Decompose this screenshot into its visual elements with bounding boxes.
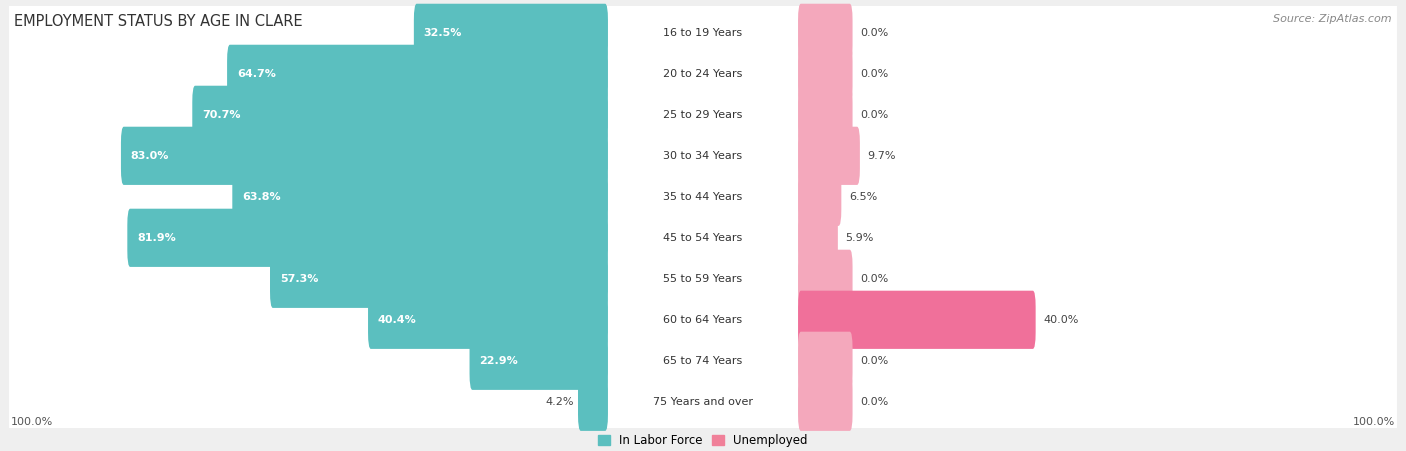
Text: 60 to 64 Years: 60 to 64 Years: [664, 315, 742, 325]
Text: 22.9%: 22.9%: [479, 356, 517, 366]
Text: 0.0%: 0.0%: [860, 69, 889, 79]
FancyBboxPatch shape: [8, 281, 1398, 359]
Text: 45 to 54 Years: 45 to 54 Years: [664, 233, 742, 243]
Text: 16 to 19 Years: 16 to 19 Years: [664, 28, 742, 38]
FancyBboxPatch shape: [470, 331, 607, 390]
Text: 100.0%: 100.0%: [11, 417, 53, 427]
Text: 83.0%: 83.0%: [131, 151, 169, 161]
FancyBboxPatch shape: [8, 199, 1398, 277]
FancyBboxPatch shape: [799, 45, 852, 103]
Text: 40.4%: 40.4%: [378, 315, 416, 325]
Text: 40.0%: 40.0%: [1043, 315, 1078, 325]
FancyBboxPatch shape: [799, 331, 852, 390]
Text: 4.2%: 4.2%: [546, 397, 574, 407]
Text: 55 to 59 Years: 55 to 59 Years: [664, 274, 742, 284]
Text: 65 to 74 Years: 65 to 74 Years: [664, 356, 742, 366]
Text: 0.0%: 0.0%: [860, 356, 889, 366]
FancyBboxPatch shape: [8, 0, 1398, 72]
Text: 64.7%: 64.7%: [236, 69, 276, 79]
Text: Source: ZipAtlas.com: Source: ZipAtlas.com: [1274, 14, 1392, 23]
Text: 20 to 24 Years: 20 to 24 Years: [664, 69, 742, 79]
FancyBboxPatch shape: [368, 291, 607, 349]
Text: 35 to 44 Years: 35 to 44 Years: [664, 192, 742, 202]
FancyBboxPatch shape: [799, 86, 852, 144]
FancyBboxPatch shape: [8, 363, 1398, 441]
FancyBboxPatch shape: [8, 117, 1398, 195]
FancyBboxPatch shape: [193, 86, 607, 144]
Text: 0.0%: 0.0%: [860, 397, 889, 407]
Legend: In Labor Force, Unemployed: In Labor Force, Unemployed: [593, 430, 813, 451]
FancyBboxPatch shape: [8, 240, 1398, 318]
Text: 0.0%: 0.0%: [860, 110, 889, 120]
Text: 25 to 29 Years: 25 to 29 Years: [664, 110, 742, 120]
FancyBboxPatch shape: [799, 127, 860, 185]
Text: 63.8%: 63.8%: [242, 192, 281, 202]
FancyBboxPatch shape: [8, 76, 1398, 154]
FancyBboxPatch shape: [578, 373, 607, 431]
Text: 75 Years and over: 75 Years and over: [652, 397, 754, 407]
FancyBboxPatch shape: [228, 45, 607, 103]
Text: 9.7%: 9.7%: [868, 151, 896, 161]
FancyBboxPatch shape: [128, 209, 607, 267]
FancyBboxPatch shape: [270, 250, 607, 308]
FancyBboxPatch shape: [121, 127, 607, 185]
FancyBboxPatch shape: [413, 4, 607, 62]
FancyBboxPatch shape: [8, 322, 1398, 400]
Text: 0.0%: 0.0%: [860, 274, 889, 284]
FancyBboxPatch shape: [799, 373, 852, 431]
FancyBboxPatch shape: [8, 35, 1398, 113]
Text: 5.9%: 5.9%: [845, 233, 875, 243]
FancyBboxPatch shape: [799, 209, 838, 267]
Text: 30 to 34 Years: 30 to 34 Years: [664, 151, 742, 161]
FancyBboxPatch shape: [232, 168, 607, 226]
FancyBboxPatch shape: [799, 250, 852, 308]
Text: 57.3%: 57.3%: [280, 274, 318, 284]
FancyBboxPatch shape: [799, 168, 841, 226]
Text: 6.5%: 6.5%: [849, 192, 877, 202]
FancyBboxPatch shape: [799, 4, 852, 62]
Text: EMPLOYMENT STATUS BY AGE IN CLARE: EMPLOYMENT STATUS BY AGE IN CLARE: [14, 14, 302, 28]
Text: 70.7%: 70.7%: [202, 110, 240, 120]
Text: 81.9%: 81.9%: [138, 233, 176, 243]
Text: 0.0%: 0.0%: [860, 28, 889, 38]
Text: 100.0%: 100.0%: [1353, 417, 1395, 427]
FancyBboxPatch shape: [799, 291, 1036, 349]
FancyBboxPatch shape: [8, 158, 1398, 236]
Text: 32.5%: 32.5%: [423, 28, 463, 38]
